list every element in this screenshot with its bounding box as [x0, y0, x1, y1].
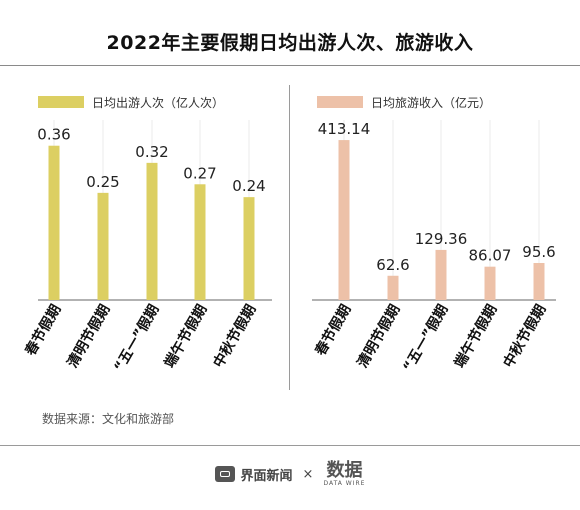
right-bar	[533, 262, 545, 300]
times-sign: ×	[302, 466, 314, 482]
panel-divider	[289, 85, 290, 390]
right-category-label: 春节假期	[311, 302, 354, 360]
left-category-label: 春节假期	[21, 302, 64, 360]
left-category-label: 中秋节假期	[210, 302, 260, 371]
brand-datawire-mark: 数据	[326, 459, 363, 481]
legend-right-swatch	[317, 96, 363, 108]
footer: 界面新闻 × 数据 DATA WIRE	[0, 459, 580, 487]
right-value-label: 86.07	[469, 247, 512, 265]
left-value-label: 0.27	[183, 164, 216, 182]
left-value-label: 0.24	[232, 177, 265, 195]
right-bar	[338, 140, 350, 300]
left-category-label: 端午节假期	[161, 302, 211, 371]
brand-jiemian: 界面新闻	[240, 468, 293, 484]
right-category-label: 中秋节假期	[500, 302, 550, 371]
left-value-label: 0.32	[135, 143, 168, 161]
legend-right-label: 日均旅游收入（亿元）	[371, 95, 492, 110]
left-bar	[146, 162, 158, 300]
footer-rule	[0, 445, 580, 446]
brand-datawire: 数据 DATA WIRE	[323, 459, 366, 487]
chart-svg: 0.36 春节假期 0.25 清明节假期 0.32 “五一”假期 0.27 端午节假期 0.24…	[21, 120, 556, 375]
legend-left: 日均出游人次（亿人次）	[38, 93, 224, 111]
legend-left-label: 日均出游人次（亿人次）	[92, 95, 225, 110]
right-category-label: “五一”假期	[400, 302, 452, 375]
source-note: 数据来源：文化和旅游部	[42, 412, 175, 426]
chart-title: 2022年主要假期日均出游人次、旅游收入	[106, 32, 474, 54]
legend-left-swatch	[38, 96, 84, 108]
jiemian-logo-icon	[214, 466, 235, 482]
legend-right: 日均旅游收入（亿元）	[317, 93, 491, 111]
right-bar	[387, 275, 399, 300]
left-bar	[243, 197, 255, 300]
left-value-label: 0.36	[37, 126, 70, 144]
left-bar	[97, 192, 109, 300]
right-value-label: 95.6	[522, 243, 555, 261]
right-value-label: 413.14	[318, 120, 371, 138]
left-bar	[48, 145, 60, 300]
left-value-label: 0.25	[86, 173, 119, 191]
right-bar	[484, 266, 496, 300]
left-bar	[194, 184, 206, 300]
right-value-label: 62.6	[376, 256, 409, 274]
right-bar	[435, 249, 447, 300]
right-category-label: 清明节假期	[354, 302, 404, 371]
right-category-label: 端午节假期	[451, 302, 501, 371]
left-category-label: “五一”假期	[111, 302, 163, 375]
right-value-label: 129.36	[415, 230, 468, 248]
brand-datawire-sub: DATA WIRE	[323, 479, 366, 487]
title-rule	[0, 65, 580, 66]
left-category-label: 清明节假期	[64, 302, 114, 371]
